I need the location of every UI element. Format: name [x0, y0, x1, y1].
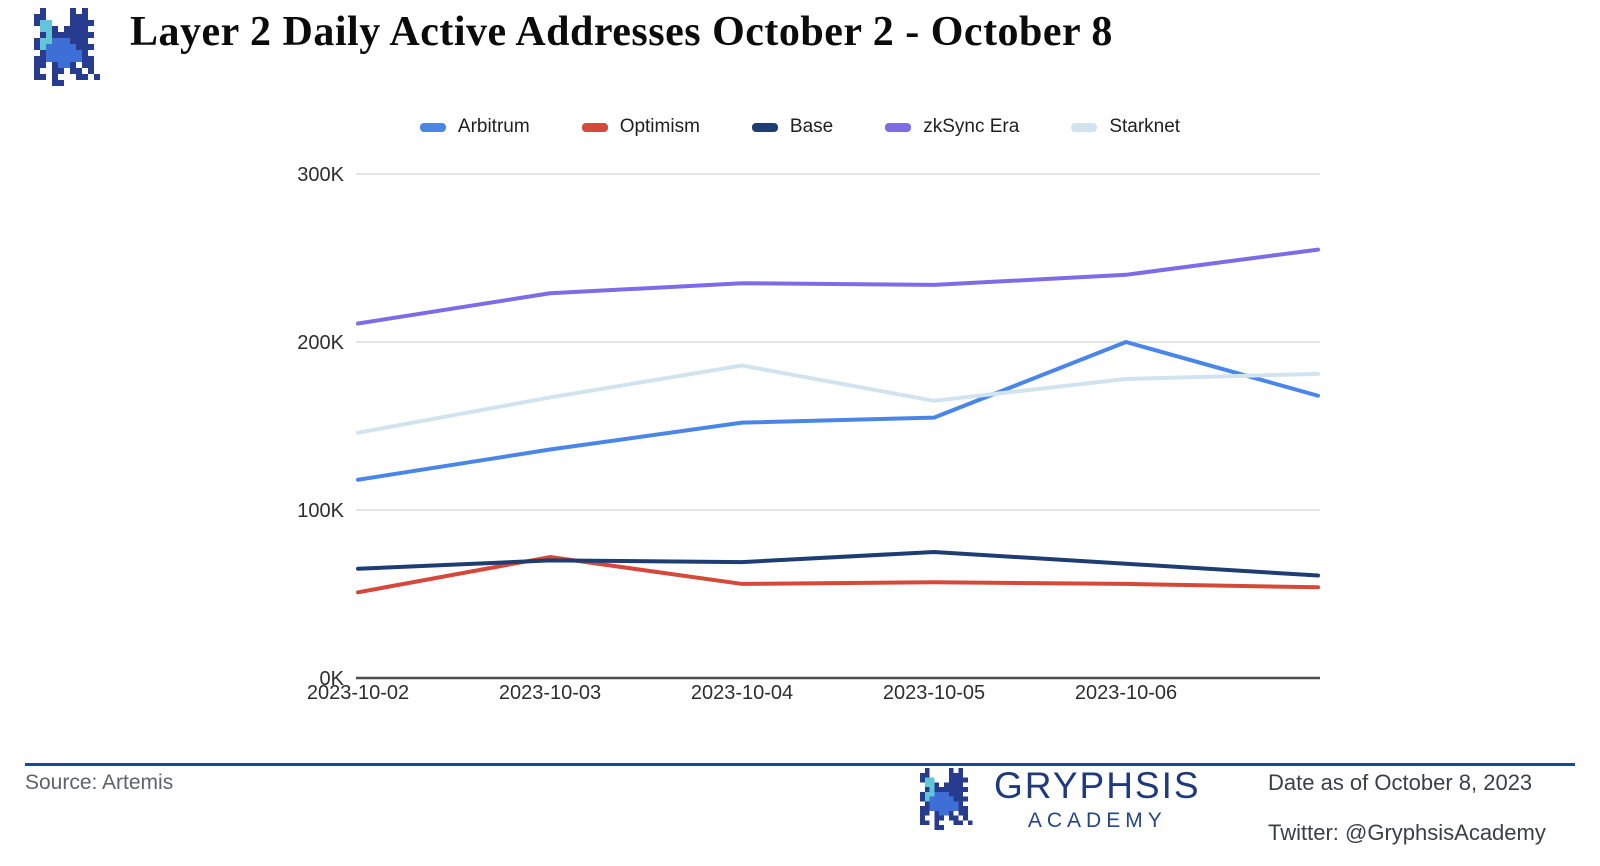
legend-swatch-icon: [1071, 122, 1098, 132]
series-line-zksync-era: [356, 247, 1320, 326]
legend-swatch-icon: [885, 122, 912, 132]
legend-label: Arbitrum: [457, 116, 530, 137]
x-tick-label: 2023-10-06: [1075, 682, 1177, 704]
x-tick-label: 2023-10-02: [307, 682, 409, 704]
y-tick-label: 0K: [320, 668, 345, 690]
legend-label: Base: [789, 116, 834, 137]
legend-swatch-icon: [581, 122, 608, 132]
legend-item-optimism: Optimism: [581, 116, 700, 138]
y-tick-label: 200K: [297, 332, 344, 354]
brand-block: GRYPHSIS ACADEMY: [910, 766, 1201, 834]
legend-label: Starknet: [1109, 116, 1181, 137]
footer-divider: [25, 763, 1575, 766]
legend-swatch-icon: [419, 122, 446, 132]
date-note: Date as of October 8, 2023: [1268, 770, 1533, 795]
date-block: Date as of October 8, 2023 Twitter: @Gry…: [1268, 770, 1588, 846]
x-tick-label: 2023-10-04: [691, 682, 793, 704]
legend-label: Optimism: [619, 116, 700, 137]
twitter-handle: Twitter: @GryphsisAcademy: [1268, 820, 1546, 845]
legend-item-zksync-era: zkSync Era: [885, 116, 1019, 138]
gryphsis-pixel-dragon-icon: [920, 768, 973, 830]
brand-name: GRYPHSIS: [994, 765, 1201, 806]
x-tick-label: 2023-10-05: [883, 682, 985, 704]
brand-text: GRYPHSIS ACADEMY: [994, 766, 1201, 834]
y-tick-label: 300K: [297, 164, 344, 186]
legend-label: zkSync Era: [923, 116, 1020, 137]
y-tick-label: 100K: [297, 500, 344, 522]
series-line-arbitrum: [356, 340, 1320, 482]
series-line-base: [356, 550, 1320, 578]
series-line-starknet: [356, 363, 1320, 435]
legend-item-base: Base: [751, 116, 834, 138]
legend-item-starknet: Starknet: [1071, 116, 1180, 138]
chart-legend: Arbitrum Optimism Base zkSync Era Starknet: [0, 110, 1600, 144]
x-tick-label: 2023-10-03: [499, 682, 601, 704]
gryphsis-pixel-dragon-icon: [34, 8, 100, 86]
brand-subtitle: ACADEMY: [1027, 809, 1167, 832]
legend-swatch-icon: [751, 122, 778, 132]
source-label: Source: Artemis: [25, 771, 174, 794]
legend-item-arbitrum: Arbitrum: [419, 116, 530, 138]
page-title: Layer 2 Daily Active Addresses October 2…: [130, 9, 1113, 55]
